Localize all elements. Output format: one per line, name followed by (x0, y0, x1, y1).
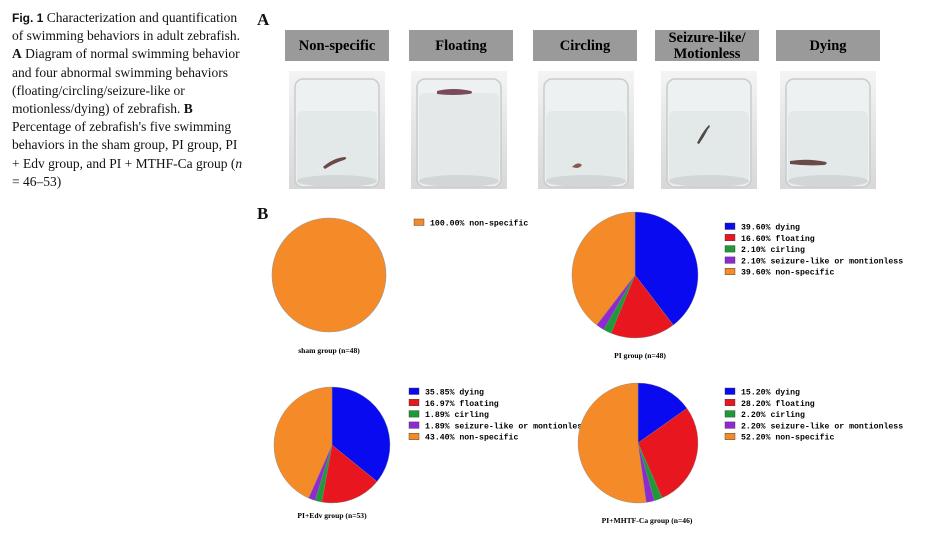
beaker-illustration (294, 78, 380, 188)
figure-label: Fig. 1 (12, 11, 44, 25)
legend-swatch-non-specific (413, 218, 425, 226)
caption-label-b: B (183, 101, 193, 117)
pie-chart-title: sham group (n=48) (298, 346, 360, 355)
panel-a-letter: A (257, 10, 270, 29)
legend-swatch-dying (408, 387, 420, 395)
caption-text-a: Diagram of normal swimming behavior and … (12, 46, 240, 117)
pie-slice-non-specific (271, 217, 387, 333)
beaker-illustration (543, 78, 629, 188)
caption-n-range: = 46–53) (12, 173, 62, 189)
fish-icon (572, 163, 582, 168)
legend-label: 16.60% floating (741, 234, 815, 244)
pie-chart-title: PI+Edv group (n=53) (297, 511, 367, 520)
legend-label: 28.20% floating (741, 399, 815, 409)
caption-text-b: Percentage of zebrafish's five swimming … (12, 119, 238, 171)
pie-slice-floating (637, 408, 699, 499)
legend-label: 43.40% non-specific (425, 433, 518, 443)
pie-chart-1: 100.00% non-specific sham group (n=48) (271, 217, 528, 355)
behavior-label-line: Non-specific (298, 37, 376, 54)
pie-slice-non-specific (577, 382, 647, 504)
legend-label: 1.89% cirling (425, 410, 489, 420)
behavior-label-line: Floating (435, 37, 487, 54)
fish-icon (437, 89, 473, 95)
legend-swatch-non-specific (724, 268, 736, 275)
beaker-photo-circling (538, 71, 634, 189)
beaker-illustration (416, 78, 502, 188)
pie-slice-non-specific (571, 211, 636, 326)
fish-icon (790, 159, 827, 166)
legend-swatch-seizure (724, 256, 736, 264)
fish-icon (697, 125, 710, 144)
legend-swatch-dying (724, 222, 736, 230)
behavior-label-dying: Dying (776, 30, 880, 61)
legend-swatch-non-specific (408, 433, 420, 440)
legend-label: 35.85% dying (425, 388, 484, 398)
pie-chart-title: PI group (n=48) (614, 351, 666, 360)
beaker-photo-floating (411, 71, 507, 189)
legend-label: 39.60% non-specific (741, 268, 834, 278)
legend-label: 15.20% dying (741, 388, 800, 398)
pie-chart-title: PI+MHTF-Ca group (n=46) (602, 516, 693, 525)
panel-b-letter: B (257, 204, 269, 223)
pie-slice-dying (634, 211, 699, 326)
behavior-label-seizure-motionless: Seizure-like/ Motionless (655, 29, 759, 62)
caption-label-a: A (12, 46, 22, 62)
behavior-label-line: Dying (809, 37, 847, 54)
legend-swatch-floating (724, 399, 736, 406)
legend-label: 2.10% cirling (741, 245, 805, 255)
caption-intro: Characterization and quantification of s… (12, 10, 240, 44)
beaker-illustration (666, 78, 752, 188)
caption-n-variable: n (235, 155, 243, 171)
legend-swatch-seizure (408, 421, 420, 429)
legend-label: 2.20% cirling (741, 410, 805, 420)
behavior-label-circling: Circling (533, 30, 637, 61)
beaker-photo-seizure-motionless (661, 71, 757, 189)
legend-swatch-circling (408, 410, 420, 418)
legend-label: 1.89% seizure-like or montionless (425, 421, 587, 431)
behavior-label-line: Seizure-like/ (668, 29, 746, 46)
legend-swatch-floating (724, 234, 736, 242)
behavior-label-floating: Floating (409, 30, 513, 61)
pie-slice-floating (610, 274, 674, 339)
legend-label: 52.20% non-specific (741, 433, 834, 443)
behavior-label-line-2: Motionless (673, 45, 741, 62)
pie-slice-dying (637, 382, 688, 444)
legend-swatch-floating (408, 399, 420, 406)
legend-swatch-circling (724, 410, 736, 418)
figure-caption: Fig. 1 Characterization and quantificati… (12, 9, 244, 191)
beaker-photo-dying (780, 71, 876, 189)
legend-label: 2.20% seizure-like or montionless (741, 421, 903, 431)
legend-swatch-seizure (724, 421, 736, 429)
pie-slice-floating (321, 444, 378, 504)
legend-label: 100.00% non-specific (430, 219, 528, 229)
legend-label: 16.97% floating (425, 399, 499, 409)
behavior-label-non-specific: Non-specific (285, 30, 389, 61)
pie-slice-dying (331, 386, 391, 482)
legend-label: 2.10% seizure-like or montionless (741, 256, 903, 266)
legend-swatch-circling (724, 245, 736, 253)
legend-label: 39.60% dying (741, 223, 800, 233)
behavior-label-line: Circling (559, 37, 611, 54)
beaker-illustration (785, 78, 871, 188)
beaker-photo-non-specific (289, 71, 385, 189)
legend-swatch-non-specific (724, 433, 736, 440)
legend-swatch-dying (724, 387, 736, 395)
pie-slice-non-specific (273, 386, 333, 499)
fish-icon (323, 157, 347, 169)
